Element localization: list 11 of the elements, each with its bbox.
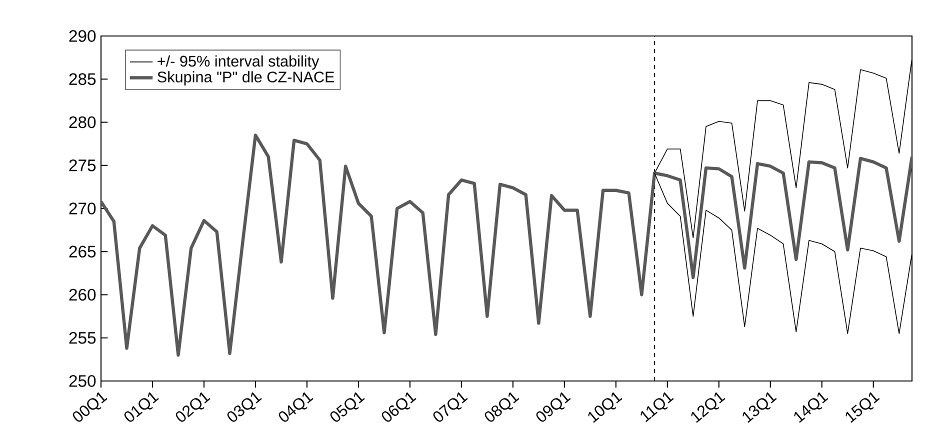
y-tick-label: 285 [69, 73, 96, 86]
y-tick-label: 270 [69, 202, 96, 214]
y-tick-label: 265 [69, 246, 96, 258]
y-tick-label: 250 [69, 375, 96, 387]
legend-label: Skupina "P" dle CZ-NACE [158, 71, 334, 86]
y-tick-label: 255 [69, 332, 96, 344]
legend-label: +/- 95% interval stability [158, 55, 320, 70]
y-tick-label: 280 [69, 116, 96, 128]
y-tick-label: 260 [69, 288, 96, 301]
y-tick-label: 275 [69, 159, 96, 172]
y-tick-label: 290 [69, 30, 96, 42]
